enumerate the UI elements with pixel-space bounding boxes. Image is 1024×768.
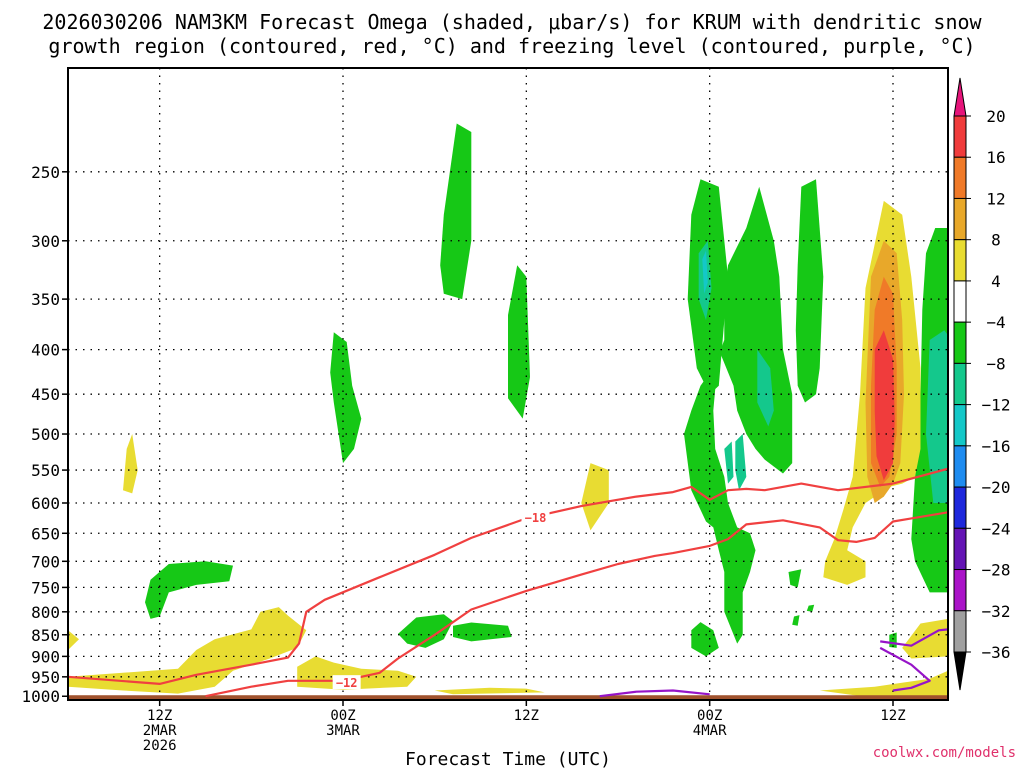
colorbar-bin-10 [953, 527, 967, 571]
colorbar-bin-0 [953, 115, 967, 158]
y-axis: 250 300 350 400 450 500 550 600 650 700 750 800 850 9… [21, 163, 68, 706]
x-tick-label-0-1: 2MAR [143, 723, 177, 739]
x-tick-label-2-0: 12Z [514, 708, 539, 724]
colorbar-label-13: −36 [982, 643, 1011, 662]
contour-label-bg-1 [332, 675, 361, 690]
colorbar-label-0: 20 [986, 107, 1005, 126]
colorbar-bin-4 [953, 280, 967, 323]
y-tick-label-300: 300 [31, 232, 60, 251]
colorbar-legend: 20 16 12 8 4 −4 −8 −12 −16 −20 −24 −28 −32 −36 [953, 77, 1011, 691]
x-tick-label-3-0: 00Z [697, 708, 722, 724]
omega-region-yellow-bottom-strip [434, 687, 545, 695]
colorbar-label-7: −12 [982, 396, 1011, 415]
omega-region-yellow-right-low [819, 670, 948, 696]
y-tick-label-350: 350 [31, 290, 60, 309]
omega-region-teal-5 [735, 434, 747, 491]
chart-title-line-2: growth region (contoured, red, °C) and f… [48, 34, 975, 58]
colorbar-label-2: 12 [986, 189, 1005, 208]
y-tick-label-1000: 1000 [21, 687, 60, 706]
credit-link[interactable]: coolwx.com/models [873, 745, 1016, 761]
omega-region-teal-3 [926, 330, 948, 503]
omega-region-green-dot [792, 615, 800, 626]
omega-region-green-blob-8 [691, 622, 719, 657]
colorbar-bin-8 [953, 445, 967, 488]
omega-region-red-core [874, 330, 895, 481]
omega-region-green-blob-5 [398, 614, 453, 648]
colorbar-bin-6 [953, 362, 967, 406]
x-tick-label-0-0: 12Z [147, 708, 172, 724]
colorbar-label-11: −28 [982, 561, 1011, 580]
y-tick-label-500: 500 [31, 425, 60, 444]
colorbar-bin-11 [953, 569, 967, 612]
contour-3 [880, 628, 948, 647]
omega-region-teal-2 [757, 349, 774, 427]
omega-region-yellow-left-blob [123, 434, 138, 494]
y-tick-label-950: 950 [31, 668, 60, 687]
omega-region-green-blob-3 [440, 123, 472, 300]
omega-region-yellow-edge-left [68, 630, 79, 650]
x-tick-label-4-0: 12Z [880, 708, 905, 724]
isotherm-contours: −18 −12 [68, 467, 948, 698]
omega-region-green-big-center [684, 186, 793, 644]
y-tick-label-600: 600 [31, 494, 60, 513]
colorbar-label-1: 16 [986, 148, 1005, 167]
colorbar-bin-7 [953, 404, 967, 447]
contour-4 [879, 646, 931, 692]
colorbar-bin-1 [953, 156, 967, 199]
contour-label-bg-0 [521, 509, 550, 524]
y-tick-label-650: 650 [31, 524, 60, 543]
contour-label-1: −12 [336, 676, 358, 690]
y-tick-label-450: 450 [31, 385, 60, 404]
y-tick-label-800: 800 [31, 603, 60, 622]
omega-region-green-blob-10 [788, 569, 802, 588]
colorbar-label-5: −4 [986, 313, 1005, 332]
colorbar-label-3: 8 [991, 231, 1001, 250]
ground-surface [68, 695, 948, 700]
y-tick-label-250: 250 [31, 163, 60, 182]
colorbar-bin-12 [953, 610, 967, 653]
chart-title-line-1: 2026030206 NAM3KM Forecast Omega (shaded… [42, 10, 982, 34]
colorbar-label-10: −24 [982, 519, 1011, 538]
omega-regions [68, 123, 948, 696]
x-tick-label-1-0: 00Z [330, 708, 355, 724]
colorbar-bin-3 [953, 239, 967, 282]
colorbar-label-8: −16 [982, 437, 1011, 456]
colorbar-bin-5 [953, 321, 967, 364]
contour-1 [205, 511, 948, 698]
contour-0 [68, 467, 948, 685]
y-tick-label-900: 900 [31, 647, 60, 666]
y-tick-label-400: 400 [31, 341, 60, 360]
y-tick-label-550: 550 [31, 461, 60, 480]
colorbar-bin-9 [953, 486, 967, 529]
plot-frame [67, 67, 949, 701]
y-tick-label-700: 700 [31, 552, 60, 571]
contour-2 [599, 689, 710, 698]
y-tick-label-750: 750 [31, 578, 60, 597]
omega-region-green-blob-2 [330, 332, 362, 464]
omega-region-green-dot-2 [806, 604, 815, 612]
colorbar-label-12: −32 [982, 602, 1011, 621]
x-axis-title: Forecast Time (UTC) [405, 749, 611, 768]
omega-region-teal-4 [724, 441, 734, 484]
plot-area: −18 −12 [68, 68, 948, 700]
x-tick-label-1-1: 3MAR [326, 723, 360, 739]
colorbar-label-6: −8 [986, 354, 1005, 373]
x-tick-label-3-1: 4MAR [693, 723, 727, 739]
x-tick-label-0-2: 2026 [143, 738, 177, 754]
omega-region-green-blob-4 [508, 265, 530, 419]
colorbar-bin-2 [953, 197, 967, 241]
contour-label-0: −18 [525, 511, 547, 525]
colorbar-label-4: 4 [991, 272, 1001, 291]
omega-region-green-blob-6 [453, 622, 512, 642]
omega-region-cyan-1 [702, 250, 708, 294]
omega-region-green-blob-1 [145, 561, 233, 619]
pressure-gridlines [68, 68, 948, 700]
omega-region-green-blob-9 [795, 179, 824, 403]
colorbar-label-9: −20 [982, 478, 1011, 497]
y-tick-label-850: 850 [31, 626, 60, 645]
colorbar-bottom-arrow [953, 651, 967, 691]
omega-region-yellow-mid-blob [581, 463, 609, 531]
